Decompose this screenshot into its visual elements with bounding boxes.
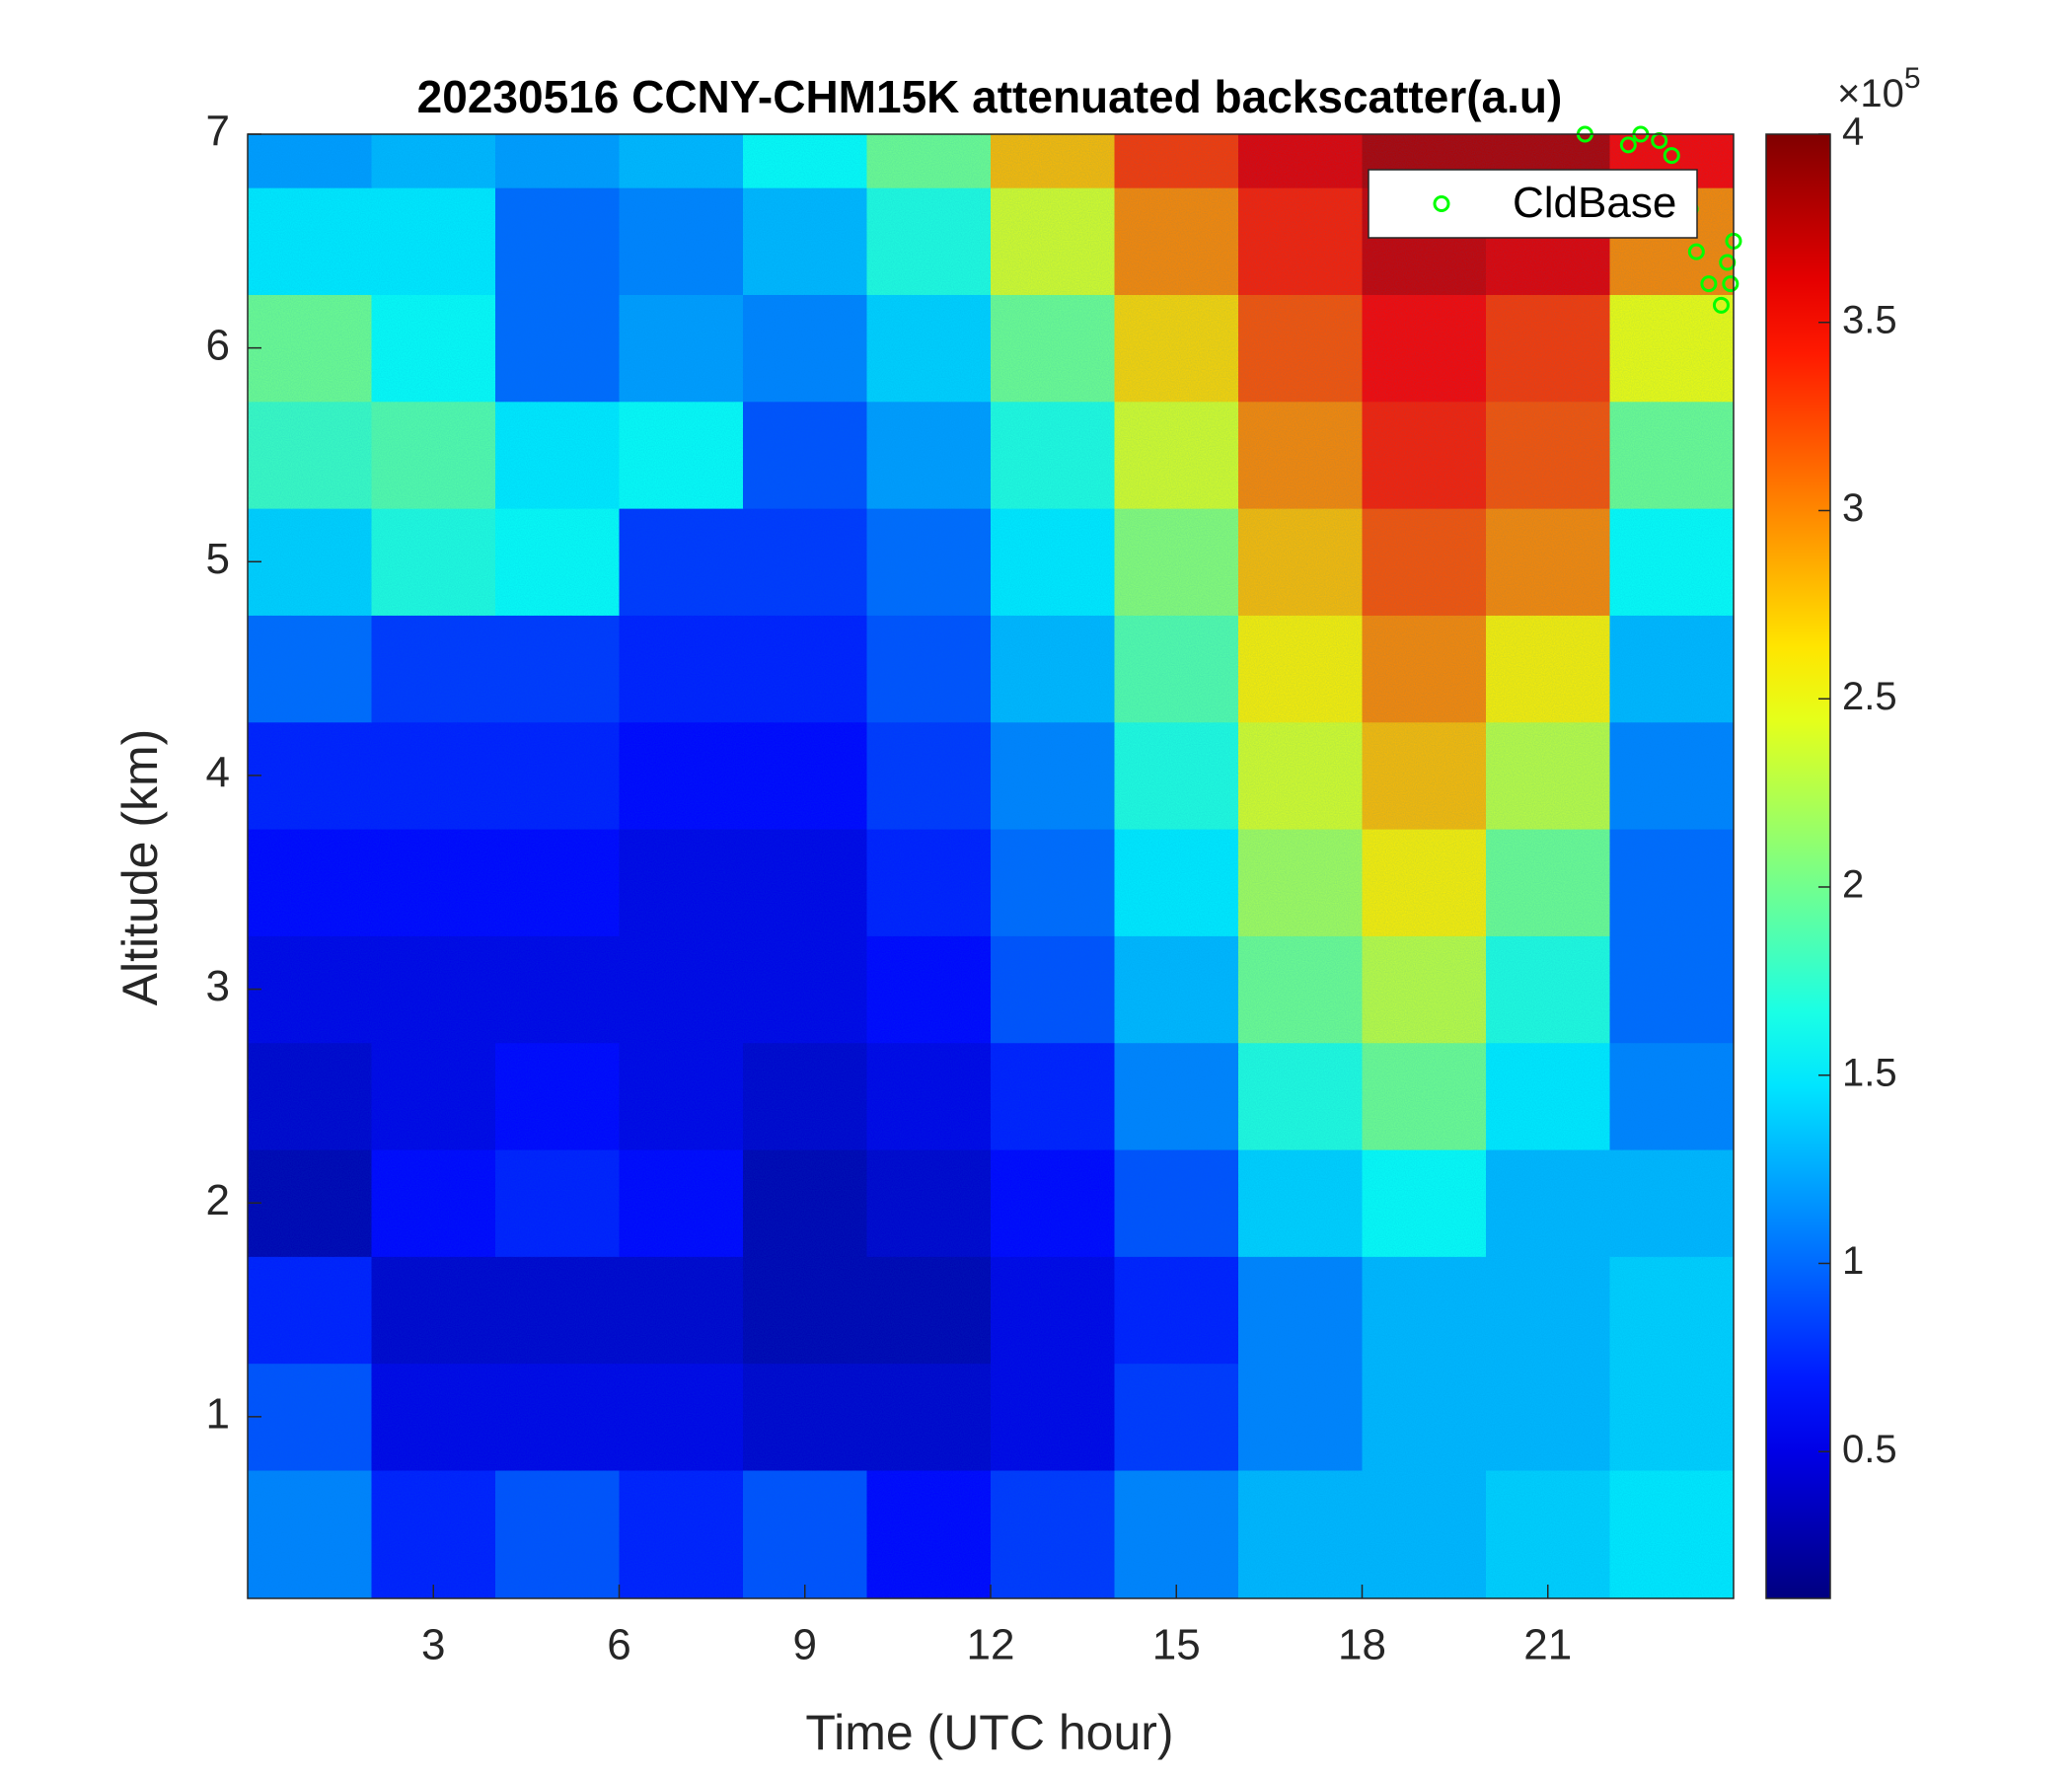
x-tick-label: 18 — [1338, 1621, 1386, 1669]
x-tick-label: 6 — [607, 1621, 630, 1669]
x-tick-label: 21 — [1523, 1621, 1572, 1669]
noise-texture — [248, 134, 1734, 1598]
cloud-base-point — [1619, 136, 1637, 154]
colorbar-tick-label: 3 — [1842, 486, 1864, 530]
y-tick-label: 3 — [206, 962, 230, 1010]
y-tick-label: 5 — [206, 535, 230, 583]
y-tick-label: 4 — [206, 749, 230, 797]
cloud-base-point — [1687, 243, 1705, 260]
cloud-base-point — [1700, 275, 1718, 293]
y-tick-label: 1 — [206, 1389, 230, 1438]
colorbar-tick-label: 4 — [1842, 111, 1864, 154]
colorbar-tick-label: 2 — [1842, 863, 1864, 907]
legend-box — [1368, 169, 1698, 239]
colorbar-tick-label: 3.5 — [1842, 298, 1897, 341]
colorbar-tick-label: 2.5 — [1842, 675, 1897, 718]
cloud-base-point — [1663, 147, 1680, 165]
y-axis-label: Altitude (km) — [112, 729, 168, 1006]
multiplier-exponent: 5 — [1904, 62, 1921, 95]
colorbar-tick-label: 0.5 — [1842, 1428, 1897, 1471]
x-tick-label: 15 — [1152, 1621, 1201, 1669]
x-axis-label: Time (UTC hour) — [805, 1705, 1173, 1760]
x-tick-label: 12 — [967, 1621, 1015, 1669]
y-tick-label: 6 — [206, 321, 230, 369]
colorbar-tick-label: 1 — [1842, 1239, 1864, 1283]
x-tick-label: 9 — [793, 1621, 817, 1669]
cloud-base-point — [1722, 275, 1739, 293]
cloud-base-point — [1712, 296, 1730, 314]
x-tick-label: 3 — [421, 1621, 445, 1669]
colorbar — [1765, 133, 1831, 1599]
y-tick-label: 7 — [206, 108, 230, 156]
colorbar-multiplier: ×105 — [1837, 62, 1921, 115]
chart-title: 20230516 CCNY-CHM15K attenuated backscat… — [417, 71, 1563, 122]
legend-marker — [1433, 195, 1450, 212]
multiplier-base: ×10 — [1837, 72, 1904, 115]
colorbar-tick-label: 1.5 — [1842, 1051, 1897, 1094]
legend-label: CldBase — [1513, 179, 1676, 227]
y-tick-label: 2 — [206, 1176, 230, 1224]
